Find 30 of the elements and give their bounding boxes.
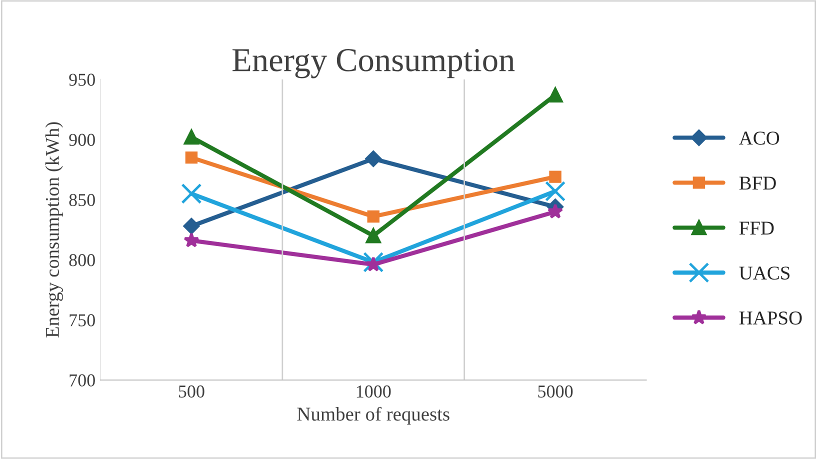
point	[184, 232, 200, 248]
legend-label: FFD	[739, 222, 774, 235]
legend-label: UACS	[739, 266, 790, 280]
point	[184, 130, 199, 145]
point	[365, 150, 382, 167]
x-tick-label: 500	[178, 385, 204, 398]
point	[367, 210, 380, 223]
legend-label: BFD	[739, 176, 776, 190]
point	[363, 252, 384, 272]
point	[185, 151, 198, 164]
point	[181, 183, 202, 204]
y-tick-label: 800	[69, 254, 95, 266]
y-axis-title: Energy consumption (kWh)	[45, 122, 63, 338]
point	[183, 218, 200, 234]
point	[547, 203, 564, 219]
legend-label: ACO	[739, 132, 780, 145]
point	[366, 228, 381, 244]
x-axis-title: Number of requests	[297, 406, 450, 425]
point	[545, 180, 566, 202]
y-tick-label: 900	[69, 134, 95, 146]
x-tick-label: 1000	[356, 385, 391, 398]
point	[549, 170, 562, 183]
y-tick-label: 700	[70, 374, 95, 386]
point	[548, 88, 563, 103]
y-tick-label: 850	[69, 194, 95, 206]
y-tick-label: 750	[70, 314, 95, 326]
x-tick-label: 5000	[538, 385, 573, 398]
y-tick-label: 950	[69, 74, 95, 86]
legend-label: HAPSO	[739, 312, 802, 325]
chart-title: Energy Consumption	[232, 49, 515, 78]
